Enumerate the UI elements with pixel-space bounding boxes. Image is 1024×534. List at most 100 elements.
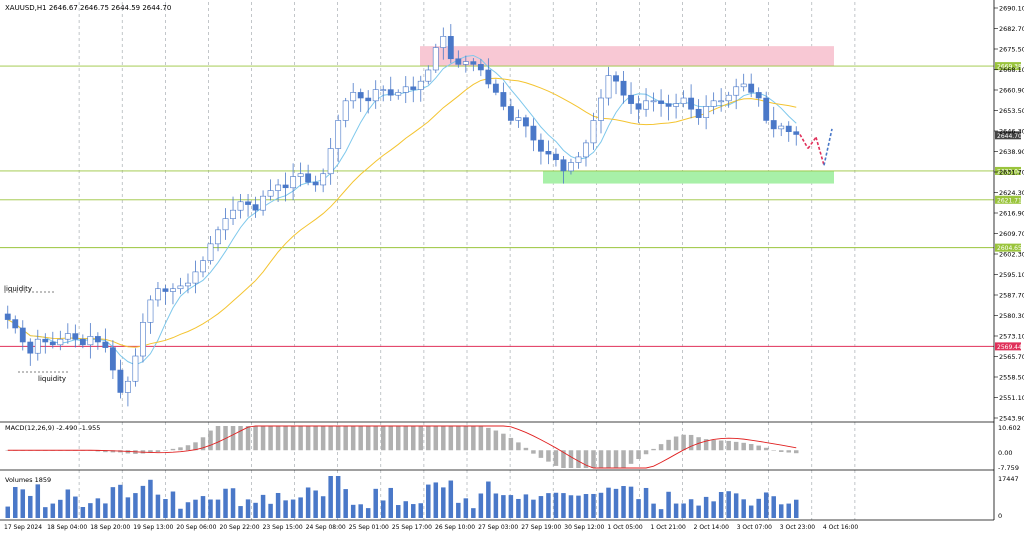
macd-bar <box>756 445 761 451</box>
volume-bar <box>651 503 656 518</box>
candle-body <box>192 271 199 284</box>
macd-bar <box>636 450 641 460</box>
time-tick-label: 1 Oct 05:00 <box>607 524 642 531</box>
macd-bar <box>508 437 514 451</box>
volume-bar <box>380 500 386 518</box>
volume-bar <box>418 503 424 518</box>
candle-body <box>477 64 484 71</box>
macd-panel <box>5 425 799 469</box>
macd-bar <box>193 442 198 451</box>
volume-bar <box>95 498 101 518</box>
volume-bar <box>643 487 649 518</box>
macd-bar <box>163 450 168 451</box>
price-tick-label: 2587.70 <box>999 292 1024 300</box>
volume-bar <box>125 497 131 518</box>
macd-bar <box>778 450 784 452</box>
volume-tick-top: 17447 <box>998 475 1019 483</box>
volume-bar <box>553 492 559 518</box>
macd-bar <box>178 447 183 451</box>
candle-body <box>755 92 762 99</box>
candle-body <box>628 94 634 104</box>
macd-bar <box>666 439 671 451</box>
macd-bar <box>448 426 454 451</box>
macd-bar <box>523 447 529 451</box>
candle-body <box>688 97 695 110</box>
candle-body <box>147 299 154 323</box>
macd-bar <box>208 430 213 451</box>
candle-body <box>170 288 176 292</box>
price-level-label: 2632.00 <box>997 168 1022 175</box>
candle-body <box>252 204 259 211</box>
macd-bar <box>313 426 318 451</box>
volume-bar <box>741 499 746 518</box>
price-tick-label: 2646.30 <box>999 128 1024 136</box>
volume-bar <box>155 494 161 518</box>
price-tick-label: 2675.50 <box>999 46 1024 54</box>
macd-bar <box>718 440 724 451</box>
candle-body <box>290 176 297 189</box>
volume-bar <box>486 481 491 518</box>
volume-bar <box>763 492 769 518</box>
candle-body <box>207 243 214 261</box>
macd-bar <box>516 442 521 451</box>
macd-bar <box>95 450 101 452</box>
time-tick-label: 26 Sep 10:00 <box>435 524 475 531</box>
macd-bar <box>763 447 769 451</box>
volume-bar <box>215 499 221 518</box>
candle-body <box>583 142 589 158</box>
candle-body <box>87 336 94 346</box>
macd-bar <box>456 426 461 451</box>
forecast-segment <box>807 136 817 149</box>
candle-body <box>402 86 409 93</box>
volume-bar <box>493 493 499 518</box>
time-tick-label: 23 Sep 15:00 <box>263 524 303 531</box>
price-tick-label: 2551.10 <box>999 394 1024 402</box>
candle-body <box>575 156 582 163</box>
candle-body <box>613 75 619 82</box>
volume-bar <box>200 496 206 518</box>
volume-bar <box>268 503 273 518</box>
forecast-segment <box>799 134 809 149</box>
fast-ma-line <box>7 54 797 366</box>
liquidity-label-top: liquidity <box>4 285 32 293</box>
macd-bar <box>388 426 393 451</box>
volume-bar <box>546 493 551 518</box>
symbol-header: XAUUSD,H1 2646.67 2646.75 2644.59 2644.7… <box>5 4 171 12</box>
macd-bar <box>711 439 716 451</box>
macd-bar <box>350 426 356 451</box>
volume-bar <box>576 495 581 518</box>
macd-bar <box>471 426 476 451</box>
candle-body <box>335 120 342 149</box>
candle-body <box>342 100 349 121</box>
candle-body <box>635 103 642 110</box>
volume-bar <box>606 487 611 518</box>
candle-body <box>553 153 559 161</box>
candle-body <box>598 97 604 121</box>
volume-bar <box>253 502 258 518</box>
macd-bar <box>275 426 281 451</box>
candle-body <box>522 117 529 127</box>
volume-bar <box>613 488 619 518</box>
macd-bar <box>328 426 333 451</box>
candle-body <box>117 369 124 393</box>
candle-body <box>417 80 424 90</box>
time-tick-label: 3 Oct 07:00 <box>737 524 772 531</box>
macd-bar <box>253 426 258 451</box>
candle-body <box>19 327 26 343</box>
volume-bar <box>688 499 694 518</box>
candle-body <box>57 338 64 346</box>
price-tick-label: 2580.30 <box>999 312 1024 320</box>
candle-body <box>305 173 312 183</box>
volume-bar <box>358 504 363 518</box>
moving-averages <box>7 54 797 366</box>
volume-bar <box>373 488 378 518</box>
macd-bar <box>426 426 431 451</box>
time-tick-label: 24 Sep 08:00 <box>306 524 346 531</box>
macd-bar <box>741 442 746 451</box>
price-tick-label: 2631.70 <box>999 169 1024 177</box>
candle-body <box>177 285 184 290</box>
candle-body <box>365 97 372 102</box>
macd-bar <box>486 427 491 451</box>
time-tick-label: 2 Oct 14:00 <box>694 524 729 531</box>
volume-bar <box>516 498 521 518</box>
